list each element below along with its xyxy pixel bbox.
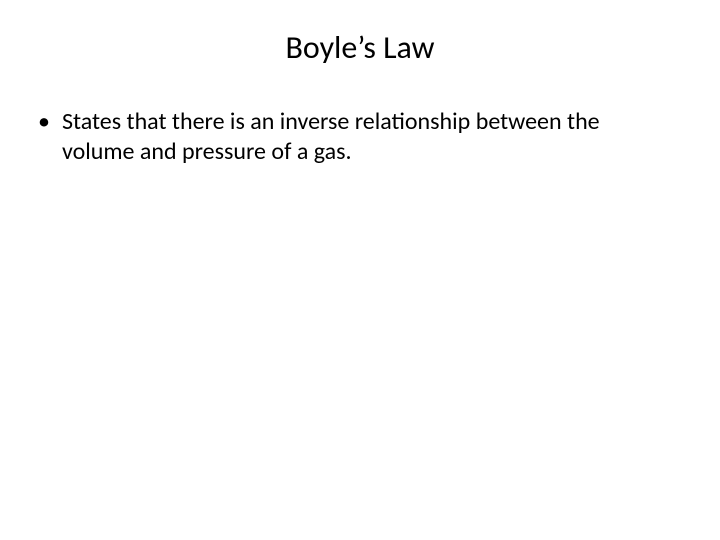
bullet-item: • States that there is an inverse relati… [38, 107, 670, 167]
slide-title: Boyle’s Law [0, 0, 720, 107]
bullet-marker-icon: • [38, 107, 50, 137]
bullet-text: States that there is an inverse relation… [62, 107, 670, 167]
slide-body: • States that there is an inverse relati… [0, 107, 720, 167]
